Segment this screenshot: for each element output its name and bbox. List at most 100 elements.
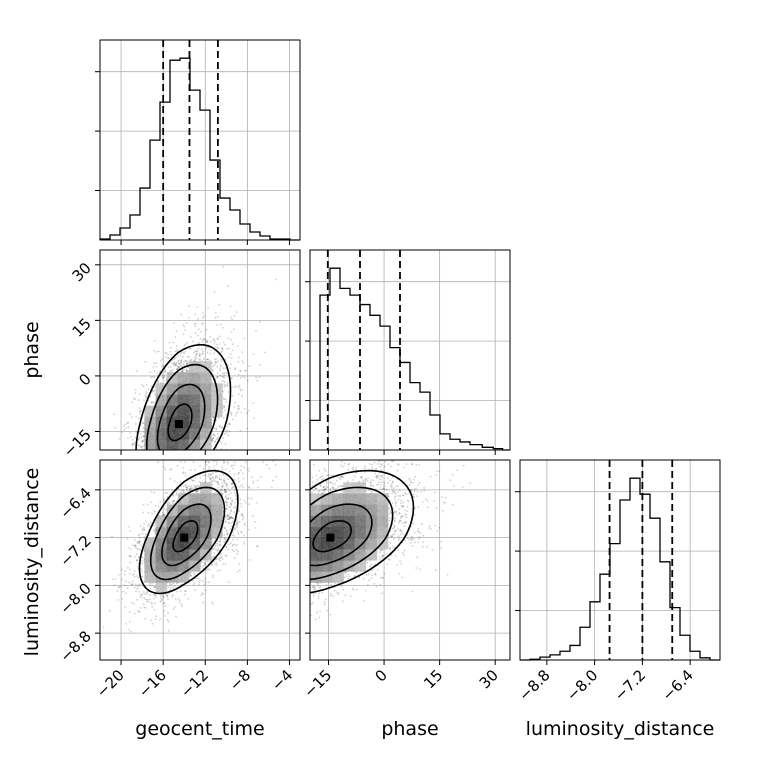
sample-point <box>172 452 174 454</box>
sample-point <box>239 502 242 505</box>
sample-point <box>126 538 129 541</box>
sample-point <box>172 453 174 455</box>
sample-point <box>239 429 242 432</box>
sample-point <box>211 381 214 384</box>
sample-point <box>153 389 156 392</box>
sample-point <box>188 356 191 358</box>
sample-point <box>239 485 242 488</box>
sample-point <box>199 355 201 358</box>
sample-point <box>223 381 226 384</box>
sample-point <box>232 328 235 331</box>
sample-point <box>205 463 208 466</box>
sample-point <box>191 451 193 453</box>
sample-point <box>225 503 228 506</box>
sample-point <box>145 384 148 387</box>
sample-point <box>237 361 240 363</box>
sample-point <box>91 465 93 467</box>
sample-point <box>204 563 206 566</box>
sample-point <box>189 571 191 574</box>
sample-point <box>154 452 156 454</box>
sample-point <box>225 507 228 510</box>
sample-point <box>176 482 179 484</box>
sample-point <box>169 350 172 353</box>
sample-point <box>176 457 178 459</box>
sample-point <box>141 454 143 456</box>
sample-point <box>233 479 236 481</box>
sample-point <box>202 565 205 567</box>
sample-point <box>192 461 195 463</box>
sample-point <box>184 590 187 592</box>
sample-point <box>131 453 133 455</box>
sample-point <box>230 338 232 341</box>
sample-point <box>228 422 231 425</box>
sample-point <box>248 486 251 489</box>
sample-point <box>221 348 224 351</box>
x-axis-label-geocent-time: geocent_time <box>135 718 264 740</box>
sample-point <box>238 510 240 513</box>
sample-point <box>224 495 227 497</box>
sample-point <box>258 376 261 379</box>
sample-point <box>210 478 212 480</box>
sample-point <box>147 511 150 514</box>
sample-point <box>216 432 219 435</box>
sample-point <box>183 453 185 455</box>
sample-point <box>169 458 171 460</box>
sample-point <box>232 506 235 508</box>
sample-point <box>134 423 137 425</box>
sample-point <box>182 355 184 358</box>
sample-point <box>232 482 234 485</box>
sample-point <box>233 314 236 317</box>
sample-point <box>210 349 212 352</box>
sample-point <box>230 509 233 512</box>
x-tick-label: −4 <box>268 666 296 694</box>
sample-point <box>139 393 141 396</box>
sample-point <box>141 440 143 443</box>
sample-point <box>194 477 197 479</box>
panel-scatter-geocent_time-luminosity_distance: −20 −16 −12 −8 −4−8.8−8.0−7.2−6.4 <box>56 459 301 701</box>
sample-point <box>154 602 156 605</box>
sample-point <box>231 394 234 397</box>
density-cell <box>188 372 201 384</box>
sample-point <box>165 356 167 358</box>
sample-point <box>154 456 156 458</box>
sample-point <box>214 312 217 314</box>
sample-point <box>224 490 226 493</box>
sample-point <box>201 312 204 314</box>
sample-point <box>207 475 210 477</box>
sample-point <box>178 362 180 365</box>
sample-point <box>236 538 239 541</box>
sample-point <box>210 479 213 482</box>
sample-point <box>236 544 238 546</box>
sample-point <box>193 323 196 326</box>
sample-point <box>134 545 137 547</box>
sample-point <box>183 352 185 355</box>
density-cell <box>200 394 212 406</box>
sample-point <box>200 323 203 325</box>
sample-point <box>199 454 201 456</box>
sample-point <box>239 387 242 390</box>
sample-point <box>170 346 172 349</box>
sample-point <box>152 456 154 458</box>
sample-point <box>208 581 210 584</box>
sample-point <box>178 454 180 456</box>
sample-point <box>228 581 230 584</box>
sample-point <box>165 451 167 453</box>
sample-point <box>231 349 234 352</box>
sample-point <box>179 599 181 602</box>
sample-point <box>147 456 149 458</box>
sample-point <box>189 347 192 350</box>
sample-point <box>174 585 177 587</box>
sample-point <box>228 543 230 546</box>
sample-point <box>209 336 212 338</box>
sample-point <box>252 353 255 355</box>
sample-point <box>220 358 222 361</box>
sample-point <box>199 353 202 356</box>
sample-point <box>227 434 230 437</box>
sample-point <box>140 452 142 454</box>
sample-point <box>222 484 224 487</box>
sample-point <box>225 497 228 500</box>
sample-point <box>234 367 237 369</box>
sample-point <box>172 452 174 454</box>
sample-point <box>154 594 156 596</box>
